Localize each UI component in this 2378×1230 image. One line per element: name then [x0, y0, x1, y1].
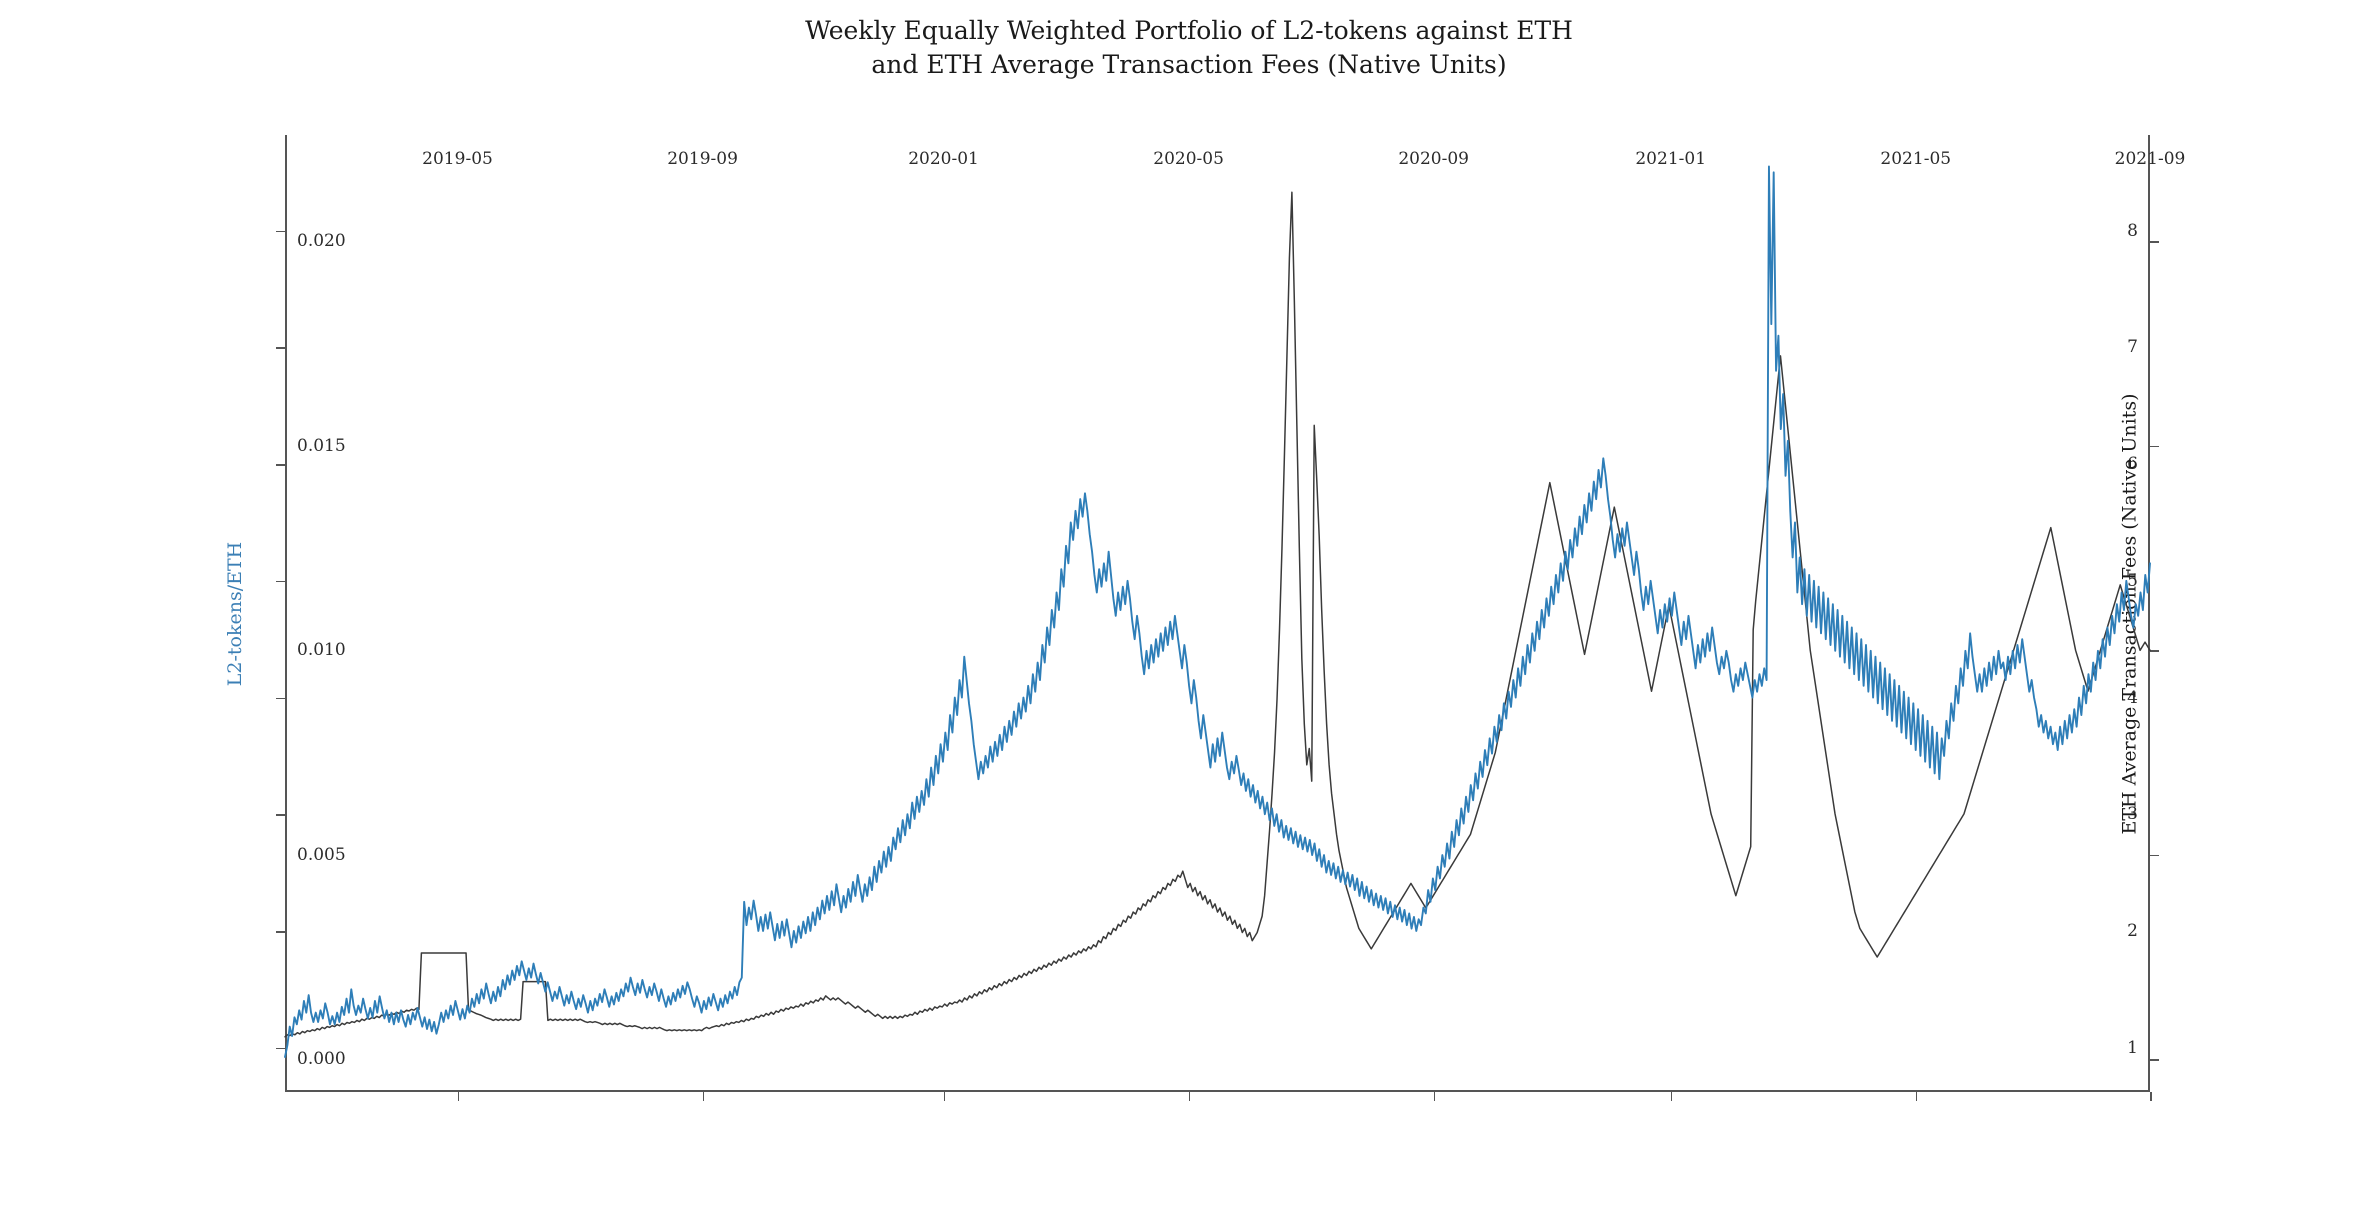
y-axis-left-tick-mark — [276, 697, 285, 700]
y-axis-left-title: L2-tokens/ETH — [224, 541, 247, 686]
y-axis-left-tick-label: 6 — [2127, 454, 2138, 475]
y-axis-right-spine — [2148, 135, 2150, 1092]
y-axis-left-tick-label: 7 — [2127, 337, 2138, 358]
y-axis-right-tick-mark — [2150, 241, 2159, 243]
x-axis-tick-mark — [2150, 1092, 2152, 1101]
y-axis-right-tick-label: 0.005 — [297, 844, 346, 865]
x-axis-tick-label: 2021-01 — [1635, 149, 1707, 169]
x-axis-tick-mark — [1670, 1092, 1673, 1101]
chart-title-line-2: and ETH Average Transaction Fees (Native… — [871, 49, 1507, 79]
y-axis-right-tick-mark — [2150, 445, 2159, 448]
y-axis-left-tick-label: 2 — [2127, 920, 2138, 941]
x-axis-tick-mark — [1188, 1092, 1191, 1101]
series-line-l2-tokens — [285, 167, 2150, 1057]
x-axis-tick-mark — [457, 1092, 460, 1101]
x-axis-tick-label: 2019-09 — [667, 149, 738, 169]
y-axis-right-tick-label: 0.020 — [297, 231, 346, 252]
y-axis-right-tick-label: 0.000 — [297, 1049, 346, 1070]
y-axis-left-spine — [285, 135, 287, 1092]
x-axis-tick-label: 2020-09 — [1398, 149, 1469, 169]
x-axis-tick-label: 2021-09 — [2114, 149, 2186, 169]
y-axis-right-tick-label: 0.015 — [297, 435, 346, 456]
series-line-eth-fees — [285, 192, 2150, 1037]
x-axis-tick-mark — [1433, 1092, 1436, 1101]
x-axis-spine — [285, 1090, 2150, 1092]
x-axis-tick-label: 2020-01 — [908, 149, 979, 169]
y-axis-left-tick-label: 8 — [2127, 220, 2138, 241]
y-axis-left-tick-label: 4 — [2127, 687, 2138, 708]
y-axis-right-tick-mark — [2150, 1059, 2159, 1061]
x-axis-tick-label: 2019-05 — [422, 149, 493, 169]
y-axis-left-tick-mark — [276, 814, 285, 816]
x-axis-tick-label: 2020-05 — [1153, 149, 1224, 169]
x-axis-tick-mark — [943, 1092, 946, 1101]
chart-title-line-1: Weekly Equally Weighted Portfolio of L2-… — [805, 16, 1573, 45]
y-axis-right-tick-mark — [2150, 854, 2159, 857]
y-axis-left-tick-label: 3 — [2127, 804, 2138, 825]
y-axis-right-tick-mark — [2150, 650, 2159, 652]
y-axis-left-tick-mark — [276, 464, 285, 466]
x-axis-tick-mark — [702, 1092, 705, 1101]
y-axis-left-tick-mark — [276, 930, 285, 933]
y-axis-left-tick-mark — [276, 230, 285, 233]
y-axis-right-tick-label: 0.010 — [297, 640, 346, 661]
x-axis-tick-mark — [1915, 1092, 1918, 1101]
series-lines — [285, 135, 2150, 1092]
y-axis-left-tick-mark — [276, 1047, 285, 1050]
x-axis-tick-label: 2021-05 — [1880, 149, 1952, 169]
chart-title: Weekly Equally Weighted Portfolio of L2-… — [0, 14, 2378, 81]
y-axis-left-tick-mark — [276, 580, 285, 583]
y-axis-left-tick-label: 1 — [2127, 1037, 2138, 1058]
plot-area: 1 2 3 4 5 6 7 8 0.000 0.005 0.010 0.015 0.020 2019-… — [224, 135, 2185, 1101]
y-axis-left-tick-label: 5 — [2127, 570, 2138, 591]
y-axis-left-tick-mark — [276, 347, 285, 349]
